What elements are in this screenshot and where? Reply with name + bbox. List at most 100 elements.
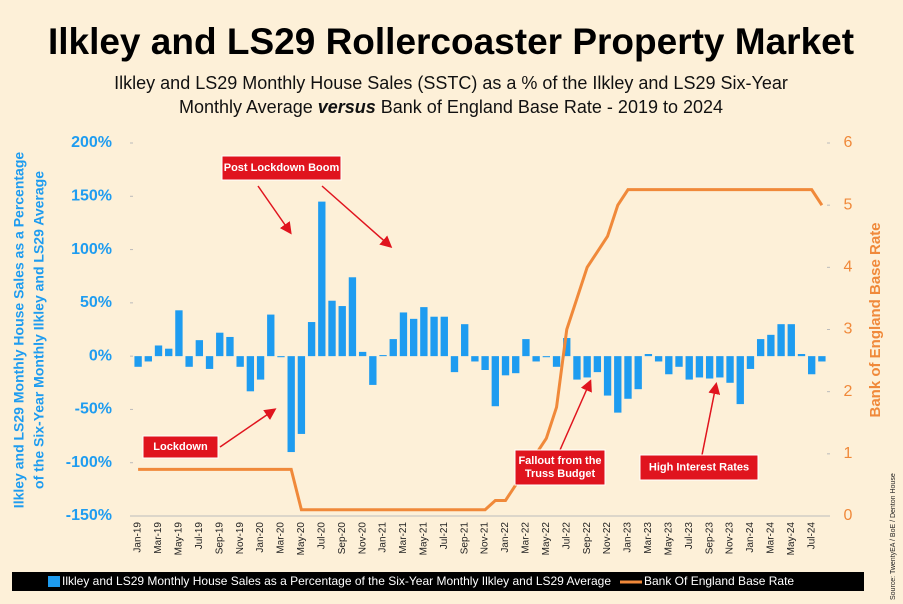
bar (165, 348, 173, 357)
y-tick-label: 150% (71, 188, 112, 205)
subtitle-part: Monthly Average (179, 97, 318, 117)
bar (195, 340, 204, 357)
bar (756, 339, 765, 357)
bar (665, 356, 673, 375)
x-tick-label: Jul-21 (439, 522, 450, 550)
bar (726, 356, 734, 383)
arrow (559, 379, 592, 451)
x-tick-label: Mar-24 (766, 522, 777, 554)
annotation-box (639, 454, 759, 481)
bar (532, 356, 540, 362)
x-tick-label: Jan-20 (255, 522, 266, 553)
x-tick-label: Jul-19 (194, 522, 205, 550)
bar (685, 356, 693, 380)
bar (695, 356, 704, 378)
source: Source: TwentyEA / BoE / Denton House (890, 473, 897, 600)
x-tick-label: May-19 (174, 522, 185, 556)
x-tick-label: Sep-23 (704, 522, 715, 555)
x-tick-label: Mar-22 (521, 522, 532, 554)
x-tick-label: Mar-19 (153, 522, 164, 554)
bar (624, 356, 632, 399)
bar (818, 356, 826, 362)
bar (379, 355, 387, 357)
bar (369, 356, 377, 385)
x-tick-label: Nov-23 (725, 522, 736, 555)
bar (185, 356, 193, 367)
bar (614, 356, 622, 413)
bar (542, 356, 551, 358)
x-tick-label: May-21 (419, 522, 430, 556)
legend-swatch (48, 576, 60, 587)
y-axis-title: Ilkley and LS29 Monthly House Sales as a… (11, 152, 27, 509)
legend-box (12, 572, 864, 591)
bar (736, 356, 744, 405)
x-tick-label: Nov-22 (602, 522, 613, 555)
bar (348, 277, 357, 357)
arrow (257, 185, 292, 235)
bar (154, 345, 163, 357)
bar (389, 339, 397, 357)
y2-tick-label: 2 (844, 383, 853, 400)
bar (808, 356, 816, 375)
annotation-box (514, 449, 606, 486)
bar (654, 356, 663, 362)
bar (358, 351, 367, 357)
y-axis-title: of the Six-Year Monthly Ilkley and LS29 … (31, 171, 47, 489)
x-tick-label: Jul-22 (561, 522, 572, 550)
y-tick-label: 200% (71, 134, 112, 151)
x-tick-label: Mar-21 (398, 522, 409, 554)
arrow (219, 408, 277, 448)
annotation-box (142, 435, 219, 459)
bar (593, 356, 602, 373)
bar (277, 356, 285, 358)
bar (205, 356, 214, 369)
y-tick-label: -150% (66, 507, 112, 524)
x-tick-label: Sep-20 (337, 522, 348, 555)
arrow (321, 185, 393, 248)
x-tick-label: Jan-22 (500, 522, 511, 553)
bar (644, 354, 653, 357)
y2-tick-label: 0 (844, 507, 853, 524)
bar (144, 356, 152, 362)
x-tick-label: Jul-20 (316, 522, 327, 550)
bar (481, 356, 489, 370)
annotation: High Interest Rates (649, 461, 749, 473)
bar (134, 356, 142, 367)
x-tick-label: Nov-20 (357, 522, 368, 555)
bar (430, 316, 438, 357)
bar (573, 356, 581, 380)
bar (716, 356, 724, 378)
y2-tick-label: 1 (844, 445, 853, 462)
annotation: Truss Budget (525, 468, 596, 480)
y2-tick-label: 3 (844, 321, 853, 338)
bar (287, 356, 295, 453)
chart-title: Ilkley and LS29 Rollercoaster Property M… (48, 21, 854, 62)
bar (491, 356, 499, 407)
bar (226, 336, 234, 357)
subtitle-part: versus (318, 97, 376, 117)
x-tick-label: Nov-19 (235, 522, 246, 555)
bar (440, 316, 448, 357)
x-tick-label: May-20 (296, 522, 307, 556)
annotation: Lockdown (153, 441, 208, 453)
bar (267, 314, 275, 357)
bar (236, 356, 244, 367)
y-tick-label: 0% (89, 347, 112, 364)
annotation: Post Lockdown Boom (224, 162, 340, 174)
subtitle: Monthly Average versus Bank of England B… (179, 97, 723, 117)
bar (461, 324, 469, 357)
bar (583, 356, 591, 378)
bar (175, 310, 183, 357)
x-tick-label: Jan-21 (378, 522, 389, 553)
x-tick-label: Jan-19 (133, 522, 144, 553)
y2-tick-label: 5 (844, 196, 853, 213)
x-tick-label: Mar-20 (276, 522, 287, 554)
bar (552, 356, 561, 367)
bar (256, 356, 265, 380)
bar (246, 356, 255, 392)
bar (307, 322, 316, 357)
bar (450, 356, 459, 373)
x-tick-label: Jan-23 (623, 522, 634, 553)
legend-label: Bank Of England Base Rate (644, 574, 794, 588)
